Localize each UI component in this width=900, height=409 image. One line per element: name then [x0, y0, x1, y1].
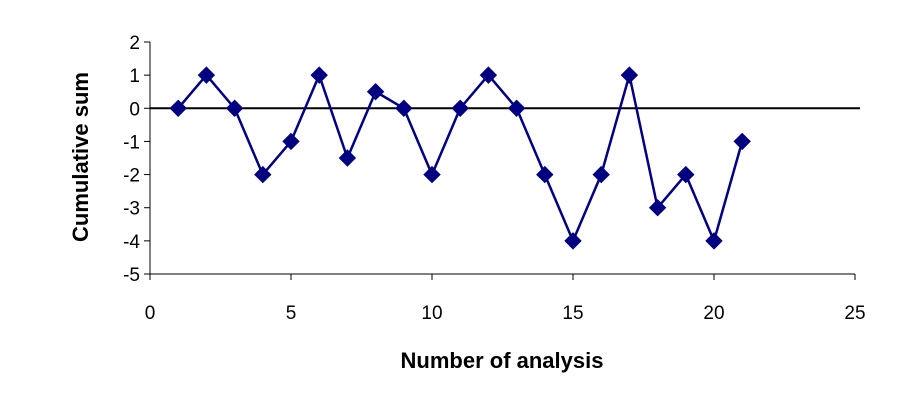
y-tick-label: -1	[123, 132, 140, 153]
x-tick-label: 0	[145, 303, 156, 324]
y-axis-title: Cumulative sum	[68, 72, 93, 242]
data-point-marker	[254, 165, 272, 184]
y-tick-label: 1	[129, 66, 140, 87]
y-tick-label: -5	[123, 265, 140, 286]
data-point-marker	[507, 99, 526, 117]
x-tick-label: 15	[562, 303, 583, 324]
data-point-marker	[395, 99, 413, 117]
x-tick-label: 25	[844, 303, 865, 324]
data-point-marker	[451, 99, 469, 117]
data-point-marker	[733, 132, 751, 151]
data-point-marker	[620, 66, 639, 84]
data-point-marker	[677, 165, 695, 184]
x-tick-label: 5	[286, 303, 297, 324]
y-tick-label: -2	[123, 166, 140, 187]
axes	[144, 41, 856, 280]
x-tick-label: 10	[421, 303, 442, 324]
x-tick-label: 20	[703, 303, 724, 324]
y-tick-label: 0	[129, 99, 140, 120]
data-point-marker	[338, 149, 357, 167]
data-point-marker	[282, 132, 300, 151]
y-tick-label: -4	[123, 232, 140, 253]
x-axis-title: Number of analysis	[401, 348, 604, 373]
data-point-marker	[705, 232, 723, 250]
data-point-marker	[366, 83, 385, 101]
data-point-marker	[648, 199, 667, 217]
y-tick-label: 2	[129, 33, 140, 54]
data-point-marker	[564, 232, 582, 250]
data-point-marker	[536, 165, 554, 184]
data-point-marker	[310, 66, 328, 84]
series-layer	[169, 66, 751, 250]
data-point-marker	[592, 165, 610, 184]
data-point-marker	[423, 165, 441, 184]
data-point-marker	[197, 66, 216, 84]
data-point-marker	[479, 66, 498, 84]
data-point-marker	[169, 99, 187, 117]
data-point-marker	[225, 99, 244, 117]
y-tick-label: -3	[123, 199, 140, 220]
